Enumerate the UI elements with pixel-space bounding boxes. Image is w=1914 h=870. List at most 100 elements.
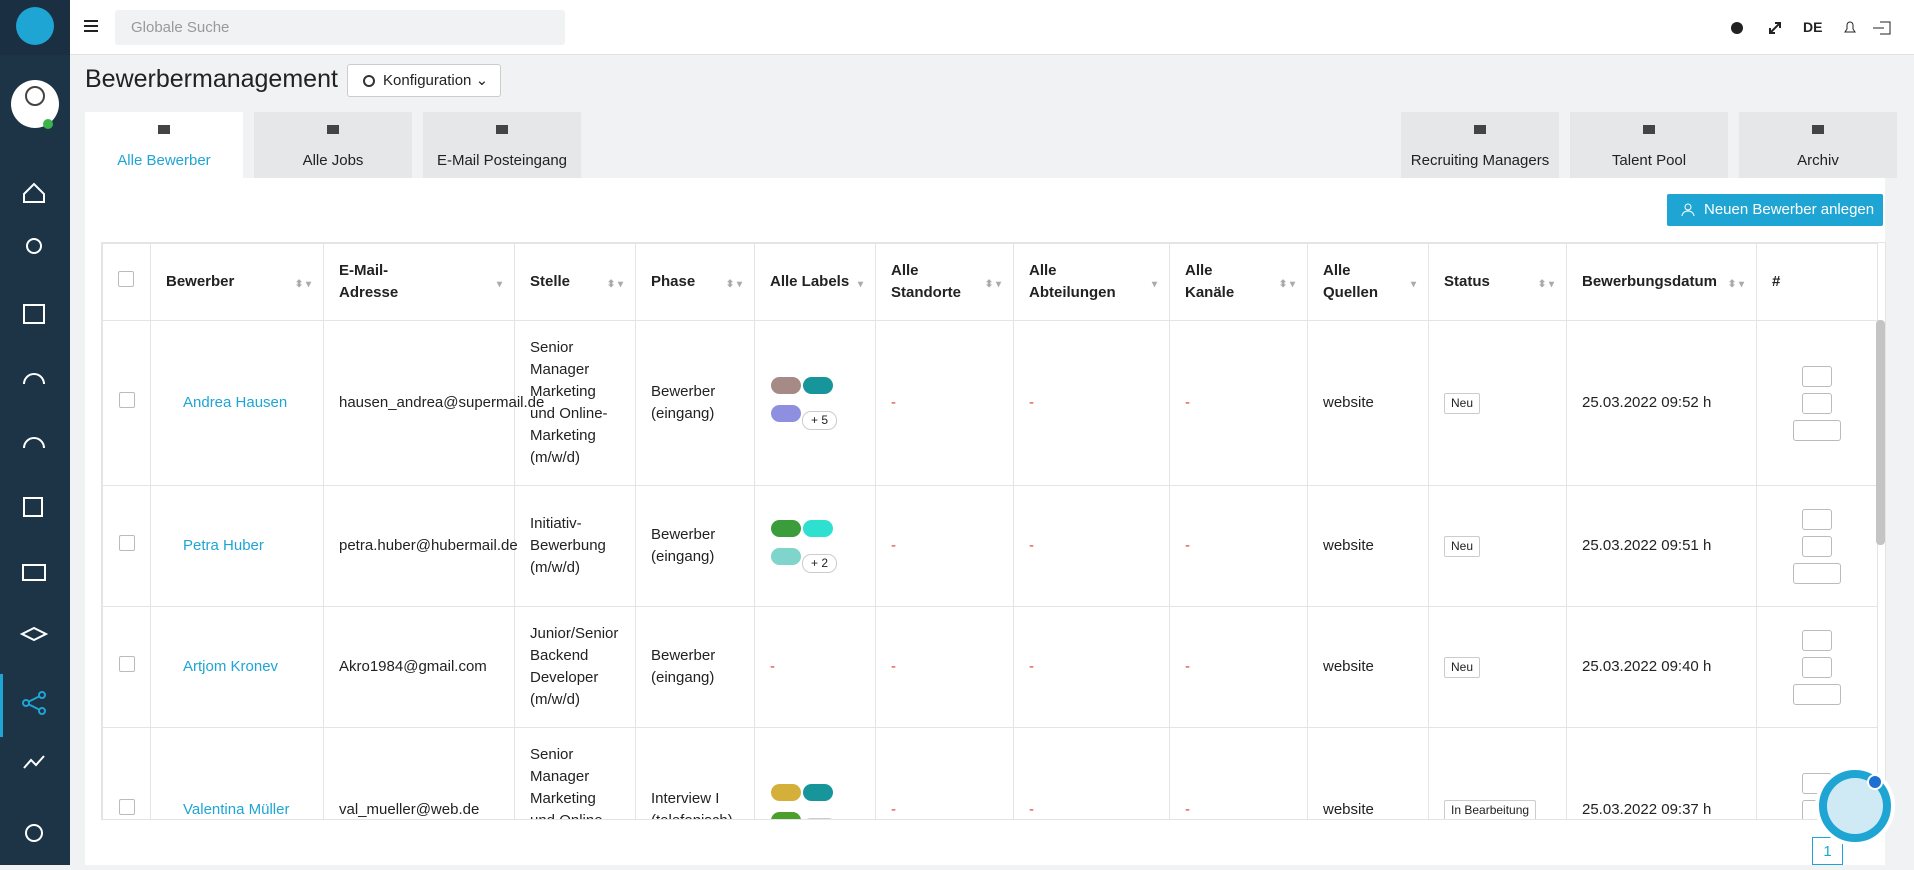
row-checkbox[interactable] xyxy=(118,798,135,815)
name[interactable]: Valentina Müller xyxy=(183,801,290,818)
labels-more[interactable]: + 5 xyxy=(802,411,838,430)
tab[interactable]: Talent Pool xyxy=(1570,112,1728,178)
name[interactable]: Artjom Kronev xyxy=(183,658,279,675)
email-cell: petra.huber@hubermail.de xyxy=(323,485,518,607)
settings-dropdown[interactable] xyxy=(1793,419,1841,441)
tab-icon xyxy=(1812,125,1824,134)
sort-filter-icon[interactable]: ⬍ ▾ xyxy=(1278,279,1295,290)
online-dot xyxy=(43,119,53,129)
row-checkbox[interactable] xyxy=(118,391,135,408)
scrollbar[interactable] xyxy=(1876,320,1885,545)
nav-speed[interactable] xyxy=(23,437,45,449)
sort-filter-icon[interactable]: ⬍ ▾ xyxy=(294,279,311,290)
logo[interactable] xyxy=(16,7,54,45)
nav-settings[interactable] xyxy=(25,824,43,842)
nav-edit[interactable] xyxy=(23,497,43,517)
filter-icon[interactable]: ▾ xyxy=(496,279,502,290)
fullscreen-icon[interactable] xyxy=(1769,22,1781,34)
mail-button[interactable] xyxy=(1802,535,1832,557)
column-header[interactable]: Alle Labels ▾ xyxy=(754,243,876,321)
email: petra.huber@hubermail.de xyxy=(339,537,518,554)
label-pill xyxy=(771,520,801,537)
global-search[interactable]: Globale Suche xyxy=(115,10,565,45)
mail-button[interactable] xyxy=(1802,392,1832,414)
logout-icon[interactable] xyxy=(1873,21,1891,35)
column-header[interactable]: Alle Standorte ⬍ ▾ xyxy=(875,243,1014,321)
comment-button[interactable] xyxy=(1802,508,1832,530)
settings-dropdown[interactable] xyxy=(1793,683,1841,705)
labels-more[interactable]: + 1 xyxy=(802,818,838,819)
config-button[interactable]: Konfiguration ⌄ xyxy=(347,64,502,97)
column-header[interactable]: Alle Abteilungen ▾ xyxy=(1013,243,1170,321)
nav-dashboard[interactable] xyxy=(23,373,45,385)
column-header[interactable]: Stelle ⬍ ▾ xyxy=(514,243,636,321)
sort-filter-icon[interactable]: ⬍ ▾ xyxy=(1727,279,1744,290)
department-cell: - xyxy=(1013,727,1170,819)
email-cell: Akro1984@gmail.com xyxy=(323,606,515,728)
sort-filter-icon[interactable]: ⬍ ▾ xyxy=(1537,279,1554,290)
name[interactable]: Andrea Hausen xyxy=(183,394,288,411)
column-header[interactable]: Phase ⬍ ▾ xyxy=(635,243,755,321)
tab[interactable]: E-Mail Posteingang xyxy=(423,112,581,178)
channel: - xyxy=(1185,394,1190,411)
sort-filter-icon[interactable]: ⬍ ▾ xyxy=(984,279,1001,290)
sort-filter-icon[interactable]: ⬍ ▾ xyxy=(725,279,742,290)
comment-button[interactable] xyxy=(1802,365,1832,387)
row-checkbox[interactable] xyxy=(118,655,135,672)
location-cell: - xyxy=(875,320,1014,486)
sort-filter-icon[interactable]: ⬍ ▾ xyxy=(606,279,623,290)
nav-calendar[interactable] xyxy=(23,304,45,324)
name[interactable]: Petra Huber xyxy=(183,537,264,554)
sidebar-icons xyxy=(0,0,70,842)
nav-academy[interactable] xyxy=(19,626,49,642)
column-header[interactable]: Alle Kanäle ⬍ ▾ xyxy=(1169,243,1308,321)
column-header[interactable]: E-Mail-Adresse ▾ xyxy=(323,243,515,321)
source: website xyxy=(1323,394,1374,411)
tab-icon xyxy=(496,125,508,134)
header-label: Bewerber xyxy=(166,273,235,290)
column-header[interactable]: Status ⬍ ▾ xyxy=(1428,243,1567,321)
source-cell: website xyxy=(1307,606,1429,728)
date-cell: 25.03.2022 09:51 h xyxy=(1566,485,1757,607)
column-header[interactable]: Bewerber ⬍ ▾ xyxy=(150,243,324,321)
select-cell xyxy=(102,606,151,728)
header-label: Bewerbungsdatum xyxy=(1582,273,1718,290)
status-badge: Neu xyxy=(1444,657,1481,678)
nav-card[interactable] xyxy=(22,564,46,581)
tab[interactable]: Alle Bewerber xyxy=(85,112,243,178)
tab[interactable]: Alle Jobs xyxy=(254,112,412,178)
comment-button[interactable] xyxy=(1802,629,1832,651)
notification-icon[interactable] xyxy=(1844,21,1856,33)
tab[interactable]: Archiv xyxy=(1739,112,1897,178)
column-header[interactable]: Alle Quellen ▾ xyxy=(1307,243,1429,321)
settings-dropdown[interactable] xyxy=(1793,562,1841,584)
menu-toggle[interactable] xyxy=(84,20,98,32)
column-header[interactable]: Bewerbungsdatum ⬍ ▾ xyxy=(1566,243,1757,321)
status-cell: In Bearbeitung xyxy=(1428,727,1567,819)
nav-analytics[interactable] xyxy=(23,755,45,769)
row-checkbox[interactable] xyxy=(118,534,135,551)
caret: ⌄ xyxy=(475,72,489,89)
date-cell: 25.03.2022 09:52 h xyxy=(1566,320,1757,486)
tab[interactable]: Recruiting Managers xyxy=(1401,112,1559,178)
help-icon[interactable] xyxy=(1731,22,1743,34)
select-cell xyxy=(102,485,151,607)
phase: Bewerber (eingang) xyxy=(651,383,716,422)
department: - xyxy=(1029,537,1034,554)
labels-more[interactable]: + 2 xyxy=(802,554,838,573)
filter-icon[interactable]: ▾ xyxy=(1410,279,1416,290)
chat-widget[interactable] xyxy=(1810,758,1906,854)
nav-recruiting[interactable] xyxy=(22,691,46,715)
select-all[interactable] xyxy=(118,270,134,287)
new-applicant-button[interactable]: Neuen Bewerber anlegen xyxy=(1667,194,1883,226)
source-cell: website xyxy=(1307,320,1429,486)
language-switch[interactable]: DE xyxy=(1803,19,1823,35)
nav-applicants[interactable] xyxy=(26,238,42,254)
topbar-icons xyxy=(1731,21,1891,35)
mail-button[interactable] xyxy=(1802,656,1832,678)
filter-icon[interactable]: ▾ xyxy=(857,279,863,290)
new-button-label: Neuen Bewerber anlegen xyxy=(1704,201,1875,218)
filter-icon[interactable]: ▾ xyxy=(1151,279,1157,290)
nav-home[interactable] xyxy=(23,182,45,203)
